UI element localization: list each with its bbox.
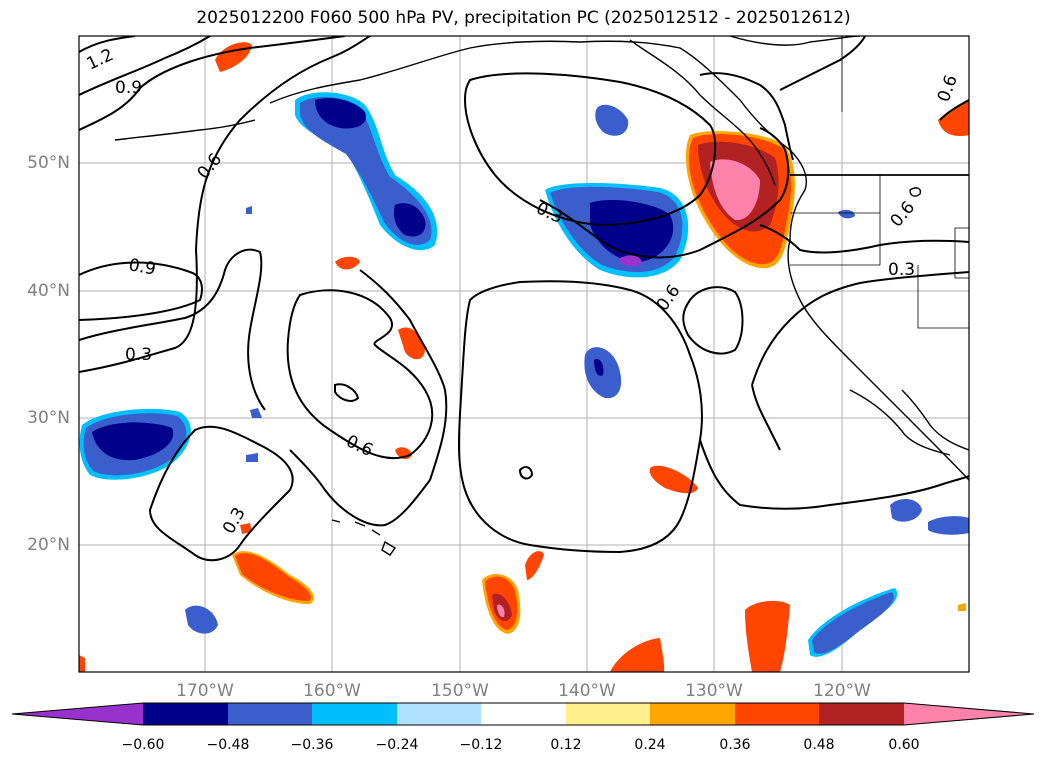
contour-label: 0.6	[887, 198, 920, 232]
colorbar-tick: 0.12	[550, 737, 582, 753]
colorbar-tick: −0.12	[459, 737, 503, 753]
colorbar-tick: −0.36	[290, 737, 334, 753]
colorbar-segment	[481, 703, 566, 725]
gridlines	[79, 36, 969, 672]
lon-label: 150°W	[431, 681, 489, 701]
lon-label: 130°W	[685, 681, 743, 701]
contour-label: 1.2	[84, 45, 117, 75]
lon-label: 170°W	[176, 681, 234, 701]
colorbar-tick: 0.36	[719, 737, 751, 753]
colorbar-tick: 0.60	[888, 737, 920, 753]
colorbar-segment	[143, 703, 228, 725]
colorbar-tick: −0.60	[121, 737, 165, 753]
lon-label: 140°W	[558, 681, 616, 701]
lon-label: 160°W	[303, 681, 361, 701]
pv-contours	[79, 36, 969, 562]
colorbar-segment	[735, 703, 819, 725]
contour-label: 0.6	[194, 150, 227, 184]
map-frame	[78, 35, 970, 673]
lat-label: 40°N	[27, 281, 70, 301]
colorbar-tick: −0.48	[206, 737, 250, 753]
contour-label: 0.6	[934, 72, 962, 104]
lat-label: 30°N	[27, 408, 70, 428]
colorbar-extend-max	[904, 703, 1034, 725]
colorbar-tick: −0.24	[375, 737, 419, 753]
colorbar-outline	[11, 702, 1035, 726]
contour-label: 0.3	[125, 345, 152, 365]
map-title: 2025012200 F060 500 hPa PV, precipitatio…	[196, 8, 851, 28]
lat-label: 20°N	[27, 535, 70, 555]
colorbar-tick: 0.24	[634, 737, 666, 753]
colorbar-segment	[819, 703, 904, 725]
colorbar-tick: 0.48	[803, 737, 835, 753]
colorbar-segment	[397, 703, 481, 725]
contour-label: 0.6	[653, 281, 685, 315]
contour-label: 0.6	[343, 431, 376, 461]
contour-label: 0.9	[127, 255, 157, 279]
contour-label: 0.9	[115, 78, 142, 98]
colorbar-segment	[566, 703, 650, 725]
colorbar	[11, 702, 1035, 726]
negative-precip-regions	[79, 92, 969, 657]
contour-label: 0.3	[888, 260, 915, 280]
lat-label: 50°N	[27, 153, 70, 173]
colorbar-segment	[228, 703, 312, 725]
colorbar-segment	[312, 703, 397, 725]
lon-label: 120°W	[813, 681, 871, 701]
coastlines	[114, 36, 969, 556]
colorbar-segment	[650, 703, 735, 725]
colorbar-extend-min	[12, 703, 143, 725]
positive-precip-regions	[79, 42, 969, 672]
